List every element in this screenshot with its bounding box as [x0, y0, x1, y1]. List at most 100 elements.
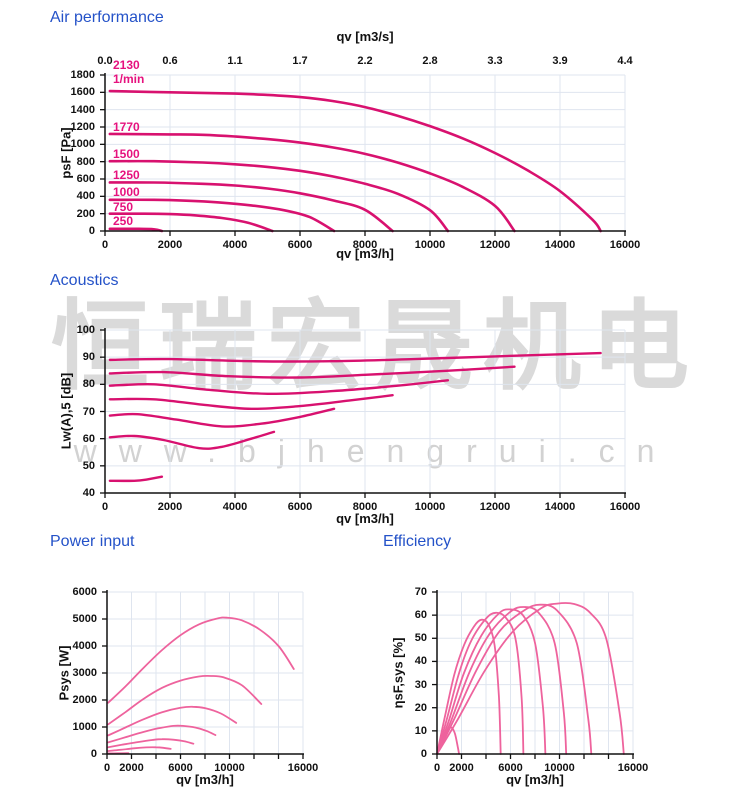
- air-performance-y-tick-label: 0: [88, 225, 95, 237]
- acoustics-y-tick-label: 100: [76, 324, 95, 336]
- acoustics-curve-10001: [108, 407, 336, 428]
- power-input-x-tick-label: 2000: [119, 762, 144, 774]
- acoustics-y-axis-title: Lw(A),5 [dB]: [58, 372, 74, 450]
- efficiency-title: Efficiency: [383, 533, 452, 550]
- air-performance-x-tick-label: 0: [101, 239, 109, 251]
- air-performance-top-x-tick-label: 0.0: [97, 55, 113, 67]
- power-input-y-tick-label: 1000: [72, 721, 97, 733]
- efficiency-curve-12501: [436, 608, 547, 755]
- air-performance-top-x-tick-label: 2.2: [357, 55, 373, 67]
- air-performance-curve-12501: [108, 181, 394, 233]
- efficiency-y-tick-label: 0: [420, 748, 427, 760]
- efficiency-curve-17701: [436, 603, 593, 755]
- air-performance-curve-17701: [108, 132, 516, 233]
- air-performance-x-tick-label: 10000: [414, 239, 446, 251]
- acoustics-x-tick-label: 2000: [157, 501, 183, 513]
- air-performance-x-tick-label: 12000: [479, 239, 511, 251]
- efficiency-x-tick-label: 10000: [544, 762, 575, 774]
- power-input-curve-17701: [107, 674, 263, 726]
- power-input-x-tick-label: 16000: [287, 762, 319, 774]
- power-input-y-tick-label: 4000: [72, 640, 97, 652]
- acoustics-curve-12501: [108, 394, 394, 411]
- power-input-curve-10001: [107, 738, 195, 749]
- air-performance-speed-label: 1000: [113, 185, 140, 199]
- air-performance-top-x-tick-label: 3.3: [487, 55, 503, 67]
- air-performance-y-tick-label: 1800: [70, 69, 95, 81]
- acoustics-x-tick-label: 12000: [479, 501, 511, 513]
- efficiency-curve-15001: [436, 606, 568, 755]
- acoustics-plot: 0 2000 4000 6000 8000 10000 12000 14000 16000 40 5…: [77, 324, 641, 513]
- efficiency-x-tick-label: 2000: [449, 762, 474, 774]
- air-performance-speed-label: 1/min: [113, 72, 145, 86]
- air-performance-top-x-tick-label: 3.9: [552, 55, 568, 67]
- power-input-x-axis-title: qv [m3/h]: [176, 772, 234, 787]
- air-performance-y-tick-label: 1000: [70, 138, 95, 151]
- efficiency-y-tick-label: 60: [414, 609, 427, 622]
- acoustics-x-tick-label: 16000: [609, 501, 641, 513]
- acoustics-y-tick-label: 60: [82, 432, 95, 445]
- power-input-title: Power input: [50, 533, 135, 550]
- air-performance-curve-7501: [108, 212, 274, 233]
- power-input-y-tick-label: 2000: [72, 694, 97, 706]
- air-performance-y-tick-label: 200: [76, 207, 95, 220]
- air-performance-top-x-tick-label: 4.4: [617, 55, 633, 67]
- air-performance-y-tick-label: 1400: [70, 103, 95, 116]
- air-performance-y-tick-label: 1200: [70, 121, 95, 133]
- acoustics-y-tick-label: 90: [82, 351, 95, 364]
- acoustics-y-tick-label: 80: [82, 378, 95, 391]
- efficiency-x-tick-label: 0: [433, 762, 441, 774]
- efficiency-y-tick-label: 30: [414, 678, 427, 691]
- acoustics-x-tick-label: 10000: [414, 501, 446, 513]
- air-performance-top-x-tick-label: 1.1: [227, 55, 243, 67]
- efficiency-y-tick-label: 20: [414, 701, 427, 714]
- power-input-curve-15001: [107, 705, 238, 737]
- air-performance-x-tick-label: 8000: [352, 239, 378, 251]
- efficiency-plot: 0 2000 6000 10000 16000 0 10 20 30 40 50 60 70: [415, 586, 649, 774]
- acoustics-curve-21301: [108, 351, 602, 363]
- air-performance-x-axis-title: qv [m3/h]: [336, 246, 394, 261]
- power-input-x-tick-label: 10000: [214, 762, 245, 774]
- power-input-curve-7501: [107, 746, 172, 752]
- air-performance-curve-21301: [108, 89, 602, 233]
- acoustics-title: Acoustics: [50, 272, 119, 289]
- acoustics-curve-17701: [108, 365, 516, 379]
- acoustics-y-tick-label: 40: [82, 487, 95, 499]
- acoustics-x-tick-label: 4000: [222, 501, 248, 513]
- watermark-chinese-text: 恒瑞宏晟机电: [50, 291, 699, 401]
- efficiency-y-tick-label: 40: [414, 655, 427, 668]
- power-input-plot: 0 2000 6000 10000 16000 0 1000 2000 3000 4000 5000…: [73, 586, 319, 774]
- air-performance-x-tick-label: 16000: [609, 239, 641, 251]
- power-input-y-tick-label: 6000: [72, 586, 97, 598]
- acoustics-curves-svg: [100, 328, 626, 498]
- air-performance-y-tick-label: 600: [76, 173, 95, 185]
- efficiency-x-axis-title: qv [m3/h]: [506, 772, 564, 787]
- air-performance-top-axis-title: qv [m3/s]: [336, 29, 394, 44]
- acoustics-x-tick-label: 8000: [352, 501, 378, 513]
- efficiency-curve-21301: [436, 602, 625, 755]
- air-performance-curve-15001: [108, 159, 450, 233]
- acoustics-x-tick-label: 0: [101, 501, 109, 513]
- air-performance-speed-label: 1770: [113, 120, 140, 134]
- power-input-x-tick-label: 0: [103, 762, 111, 774]
- air-performance-speed-label: 2130: [113, 58, 140, 72]
- air-performance-curves-svg: [100, 73, 626, 236]
- acoustics-x-tick-label: 14000: [544, 501, 576, 513]
- acoustics-x-axis-title: qv [m3/h]: [336, 511, 394, 526]
- efficiency-curves-svg: [432, 590, 634, 759]
- air-performance-top-x-tick-label: 1.7: [292, 55, 308, 67]
- efficiency-curve-2501: [436, 726, 460, 755]
- power-input-y-tick-label: 5000: [72, 613, 97, 625]
- air-performance-curve-2501: [108, 227, 164, 233]
- air-performance-speed-label: 1500: [113, 147, 140, 161]
- efficiency-x-tick-label: 6000: [498, 762, 523, 774]
- acoustics-x-tick-label: 6000: [287, 501, 313, 513]
- acoustics-curve-15001: [108, 379, 450, 396]
- air-performance-x-tick-label: 6000: [287, 239, 313, 251]
- power-input-y-tick-label: 0: [90, 748, 97, 760]
- power-input-x-tick-label: 6000: [168, 762, 193, 774]
- air-performance-plot: 0 2000 4000 6000 8000 10000 12000 14000 16000 0 20…: [71, 55, 641, 251]
- air-performance-curve-10001: [108, 198, 336, 233]
- power-input-curve-21301: [107, 616, 295, 704]
- efficiency-y-tick-label: 10: [414, 724, 427, 737]
- air-performance-x-tick-label: 4000: [222, 239, 248, 251]
